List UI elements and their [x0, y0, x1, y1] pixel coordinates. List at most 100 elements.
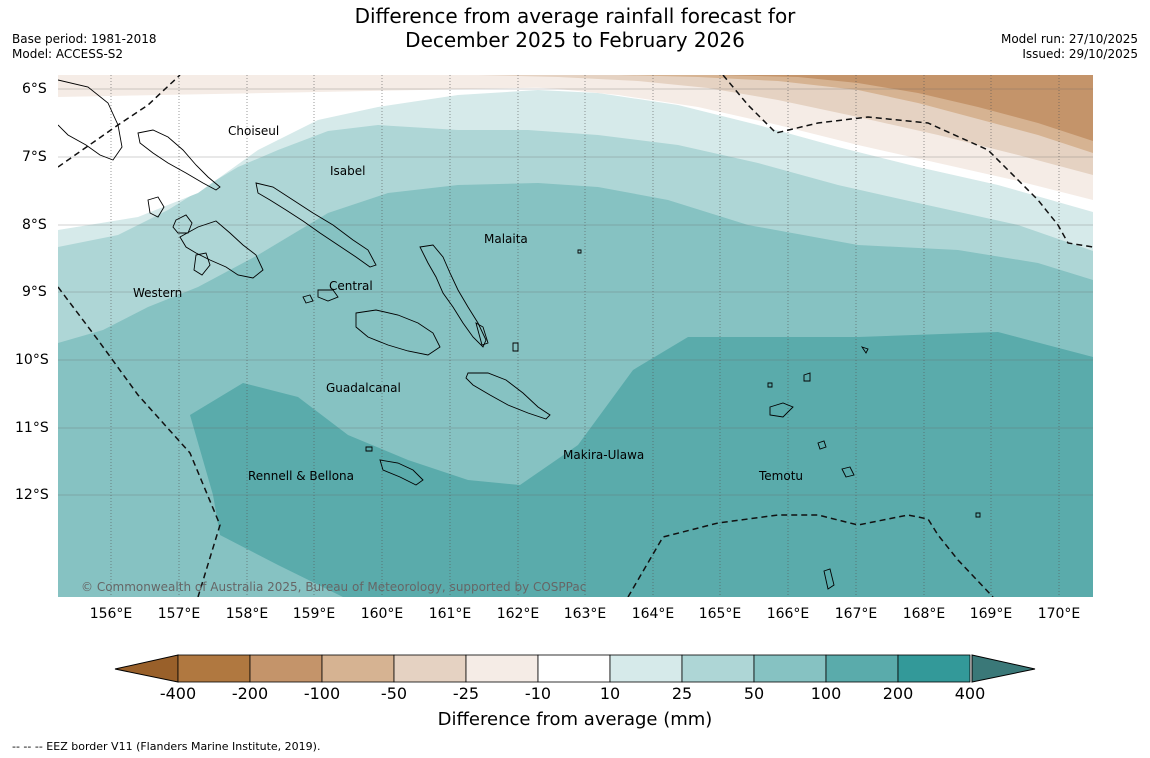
- colorbar-cell: [249, 654, 323, 683]
- guadalcanal-island: [355, 309, 441, 356]
- rennell-island: [379, 459, 424, 486]
- rainfall-map: [58, 75, 1093, 597]
- lat-label-8s: 8°S: [22, 217, 47, 233]
- region-label-makira-ulawa: Makira-Ulawa: [563, 448, 645, 462]
- colorbar-cell: [177, 654, 251, 683]
- colorbar-cell: [537, 654, 611, 683]
- lon-label-165e: 165°E: [698, 606, 742, 622]
- colorbar-cell: [609, 654, 683, 683]
- russell-island: [302, 294, 314, 304]
- coastlines: [58, 79, 981, 590]
- lon-label-169e: 169°E: [969, 606, 1013, 622]
- colorbar-cell: [681, 654, 755, 683]
- bougainville-island: [58, 79, 123, 161]
- reef-islands: [803, 372, 811, 382]
- model-text: Model: ACCESS-S2: [12, 47, 124, 61]
- ontong-java-fragment: [860, 346, 869, 354]
- lon-label-166e: 166°E: [766, 606, 810, 622]
- lon-label-157e: 157°E: [157, 606, 201, 622]
- colorbar-tick-label: -100: [303, 684, 341, 703]
- region-label-guadalcanal: Guadalcanal: [326, 381, 401, 395]
- base-period-text: Base period: 1981-2018: [12, 32, 157, 46]
- lon-label-164e: 164°E: [631, 606, 675, 622]
- meta-left: Base period: 1981-2018 Model: ACCESS-S2: [12, 32, 157, 62]
- map-title: Difference from average rainfall forecas…: [0, 4, 1150, 52]
- lon-label-161e: 161°E: [428, 606, 472, 622]
- vanikoro-island: [841, 466, 855, 478]
- lon-label-167e: 167°E: [834, 606, 878, 622]
- map-panel: [58, 75, 1093, 597]
- region-label-isabel: Isabel: [330, 164, 366, 178]
- colorbar-title: Difference from average (mm): [437, 709, 713, 730]
- band-minus-100-200-zone: [718, 75, 1093, 141]
- colorbar-tick-label: -200: [231, 684, 269, 703]
- bellona-island: [365, 446, 373, 452]
- model-run-text: Model run: 27/10/2025: [1000, 32, 1138, 46]
- rendova-island: [193, 252, 211, 276]
- ulawa-island: [512, 342, 519, 352]
- sikaiana-island: [577, 249, 582, 254]
- colorbar-tick-label: -25: [452, 684, 480, 703]
- lat-label-9s: 9°S: [22, 284, 47, 300]
- region-label-western: Western: [133, 286, 183, 300]
- colorbar-cell: [825, 654, 899, 683]
- colorbar-cells: [177, 654, 971, 683]
- colorbar-cell: [465, 654, 539, 683]
- anuta-island: [823, 568, 835, 590]
- small-islet: [767, 382, 773, 388]
- lon-label-163e: 163°E: [563, 606, 607, 622]
- lon-label-158e: 158°E: [225, 606, 269, 622]
- lon-label-160e: 160°E: [360, 606, 404, 622]
- nggela-island: [317, 289, 339, 302]
- graticule: [110, 75, 1060, 597]
- choiseul-island: [137, 129, 221, 191]
- title-line-1: Difference from average rainfall forecas…: [354, 4, 796, 28]
- lat-label-6s: 6°S: [22, 81, 47, 97]
- issued-text: Issued: 29/10/2025: [1022, 47, 1138, 61]
- colorbar-tick-label: -50: [380, 684, 408, 703]
- meta-right: Model run: 27/10/2025 Issued: 29/10/2025: [1001, 32, 1138, 62]
- colorbar-extend-low: [114, 654, 179, 683]
- colorbar-tick-label: 100: [810, 684, 842, 703]
- colorbar-tick-label: -10: [524, 684, 552, 703]
- malaita-island: [419, 244, 487, 348]
- region-label-central: Central: [329, 279, 373, 293]
- utupua-island: [817, 440, 827, 450]
- vella-lavella-island: [147, 196, 165, 218]
- maramasike-island: [475, 322, 489, 346]
- lat-label-10s: 10°S: [15, 352, 49, 368]
- colorbar-tick-label: 10: [599, 684, 621, 703]
- colorbar-cell: [897, 654, 971, 683]
- colorbar-tick-label: 25: [671, 684, 693, 703]
- lat-label-12s: 12°S: [15, 487, 49, 503]
- lon-label-159e: 159°E: [292, 606, 336, 622]
- santa-cruz-island: [769, 402, 794, 418]
- latitude-lines: [58, 88, 1093, 496]
- copyright-notice: © Commonwealth of Australia 2025, Bureau…: [81, 580, 587, 594]
- region-label-malaita: Malaita: [484, 232, 528, 246]
- lat-label-7s: 7°S: [22, 149, 47, 165]
- lon-label-162e: 162°E: [496, 606, 540, 622]
- colorbar-tick-label: 200: [882, 684, 914, 703]
- tikopia-island: [975, 512, 981, 518]
- colorbar-tick-label: 400: [954, 684, 986, 703]
- region-label-temotu: Temotu: [759, 469, 804, 483]
- region-label-rennell-bellona: Rennell & Bellona: [248, 469, 355, 483]
- colorbar-cell: [393, 654, 467, 683]
- isabel-island: [255, 182, 377, 268]
- lon-label-168e: 168°E: [902, 606, 946, 622]
- colorbar-tick-label: -400: [159, 684, 197, 703]
- lon-label-156e: 156°E: [89, 606, 133, 622]
- title-line-2: December 2025 to February 2026: [405, 28, 745, 52]
- colorbar-extend-high: [971, 654, 1036, 683]
- colorbar-cell: [321, 654, 395, 683]
- lon-label-170e: 170°E: [1037, 606, 1081, 622]
- colorbar-tick-label: 50: [743, 684, 765, 703]
- colorbar-cell: [753, 654, 827, 683]
- band-100-200-zone: [190, 332, 1093, 597]
- eez-footnote: -- -- -- EEZ border V11 (Flanders Marine…: [12, 740, 321, 753]
- region-label-choiseul: Choiseul: [228, 124, 280, 138]
- lat-label-11s: 11°S: [15, 420, 49, 436]
- makira-island: [465, 372, 551, 420]
- colorbar: [114, 654, 1036, 683]
